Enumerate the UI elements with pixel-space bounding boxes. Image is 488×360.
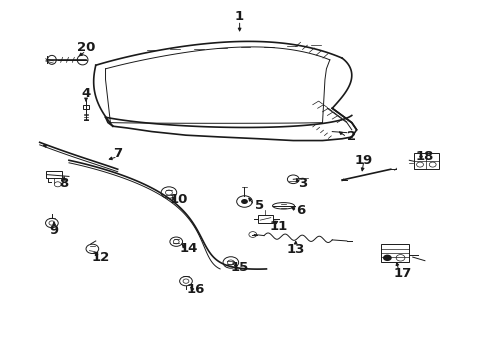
Text: 11: 11	[269, 220, 287, 233]
Text: 19: 19	[354, 154, 372, 167]
Text: 18: 18	[415, 150, 433, 163]
Text: 17: 17	[393, 267, 411, 280]
Text: 3: 3	[298, 177, 307, 190]
Text: 1: 1	[235, 10, 244, 23]
Text: 20: 20	[77, 41, 95, 54]
Circle shape	[382, 255, 391, 261]
Text: 15: 15	[230, 261, 248, 274]
Text: 8: 8	[60, 177, 69, 190]
Text: 9: 9	[50, 224, 59, 237]
Text: 14: 14	[179, 242, 197, 255]
Text: 13: 13	[286, 243, 304, 256]
Text: 5: 5	[254, 199, 263, 212]
Text: 7: 7	[113, 147, 122, 159]
Text: 6: 6	[295, 204, 305, 217]
Text: 12: 12	[91, 251, 109, 264]
Text: 4: 4	[81, 87, 90, 100]
Circle shape	[241, 199, 247, 204]
Text: 2: 2	[346, 130, 356, 144]
Text: 16: 16	[186, 283, 204, 296]
Text: 10: 10	[169, 193, 187, 206]
